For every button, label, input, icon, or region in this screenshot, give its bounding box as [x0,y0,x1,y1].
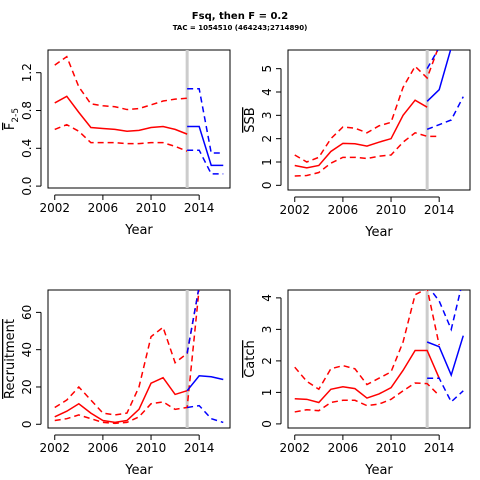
y-tick-label: 2 [260,135,274,143]
series-line [426,335,464,378]
y-tick-label: 1 [260,158,274,166]
y-tick-label: 1.2 [20,63,34,82]
x-tick-label: 2014 [424,441,455,455]
series-line [426,96,464,131]
y-axis-label: Recruitment [3,319,18,399]
y-tick-label: 0 [20,420,34,428]
y-tick-label: 1 [260,389,274,397]
x-tick-label: 2010 [136,441,167,455]
x-tick-label: 2014 [184,201,215,215]
series-line [294,290,440,391]
series-line [54,290,200,416]
y-tick-label: 2 [260,357,274,365]
plot-area [54,55,224,175]
x-tick-label: 2010 [376,441,407,455]
panel: 2002 2006 2010 2014 0 1 2 3 4 5 Year SSB [243,49,471,240]
panel: 2002 2006 2010 2014 0 1 2 3 4 Year Catch [243,289,471,478]
series-line [186,290,200,354]
series-line [429,290,462,332]
series-line [187,404,224,424]
series-line [294,50,439,163]
x-axis-label: Year [124,223,153,238]
x-tick-label: 2002 [39,201,70,215]
plot-area [294,290,464,413]
series-line [294,99,428,169]
y-tick-label: 20 [20,379,34,394]
x-tick-label: 2006 [328,203,359,217]
series-line [54,55,188,111]
y-tick-label: 0 [260,420,274,428]
y-tick-label: 60 [20,305,34,320]
y-axis-label-main: SSB [243,107,258,132]
x-axis-label: Year [364,225,393,240]
series-line [187,88,224,154]
series-line [426,50,452,102]
series-line [294,132,440,177]
x-tick-label: 2014 [184,441,215,455]
y-axis-label: Catch [243,340,258,378]
plot-frame [287,49,471,191]
series-line [187,125,224,167]
y-tick-label: 3 [260,112,274,120]
y-tick-label: 0.0 [20,177,34,196]
y-tick-label: 5 [260,65,274,73]
series-line [426,50,439,70]
x-tick-label: 2006 [328,441,359,455]
x-tick-label: 2006 [88,201,119,215]
series-line [294,349,440,404]
y-axis-label: F2-5 [3,108,21,130]
chart-title: Fsq, then F = 0.2 [192,11,288,22]
y-tick-label: 40 [20,342,34,357]
y-axis-label-main: Recruitment [3,319,18,399]
y-axis-label-main: F [3,123,18,130]
series-line [187,149,224,175]
x-tick-label: 2002 [279,203,310,217]
x-axis-label: Year [124,463,153,478]
plot-area [294,50,464,177]
y-tick-label: 3 [260,326,274,334]
y-tick-label: 4 [260,88,274,96]
y-axis-label-sub: 2-5 [11,108,21,123]
x-tick-label: 2010 [376,203,407,217]
series-line [54,123,188,152]
panel: 2002 2006 2010 2014 0 20 40 60 Year Recruitment [3,289,231,478]
x-tick-label: 2014 [424,203,455,217]
y-tick-label: 4 [260,294,274,302]
y-tick-label: 0.4 [20,139,34,158]
series-line [54,376,188,424]
x-tick-label: 2002 [39,441,70,455]
series-line [54,290,200,425]
series-line [186,375,224,392]
y-axis-label-main: Catch [243,340,258,378]
plot-frame [47,289,231,429]
x-tick-label: 2002 [279,441,310,455]
y-tick-label: 0 [260,182,274,190]
x-axis-label: Year [364,463,393,478]
chart-subtitle: TAC = 1054510 (464243;2714890) [173,24,308,32]
plot-frame [47,49,231,189]
plot-area [54,290,224,425]
y-tick-label: 0.8 [20,101,34,120]
series-line [54,95,188,135]
series-line [294,382,440,413]
series-line [427,377,464,404]
y-axis-label: SSB [243,107,258,132]
x-tick-label: 2006 [88,441,119,455]
panel: 2002 2006 2010 2014 0.0 0.4 0.8 1.2 Year F2-5 [3,49,231,238]
x-tick-label: 2010 [136,201,167,215]
plot-frame [287,289,471,429]
